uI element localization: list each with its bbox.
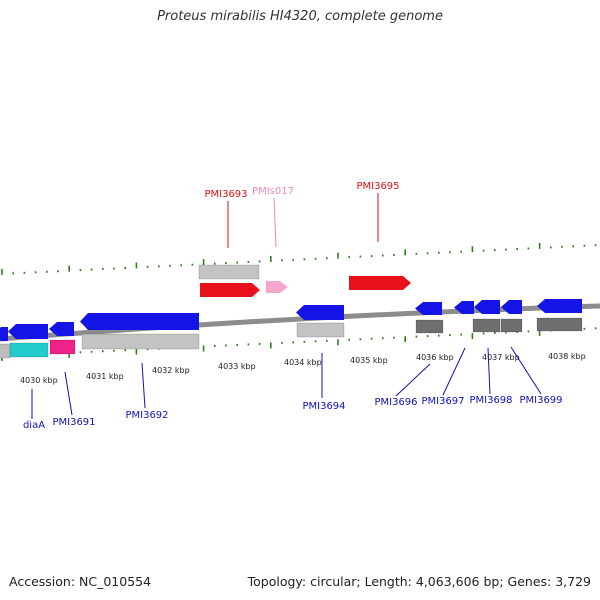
gene-bar[interactable] xyxy=(536,317,583,332)
cds-arrow[interactable] xyxy=(349,276,411,290)
gene-bar[interactable] xyxy=(296,322,345,338)
gene-label-leader xyxy=(273,197,277,248)
gene-label-leader xyxy=(442,347,466,396)
scale-label: 4034 kbp xyxy=(284,358,322,367)
ncrna-arrow[interactable] xyxy=(266,281,288,293)
gene-bar[interactable] xyxy=(472,318,501,333)
genome-summary-text: Topology: circular; Length: 4,063,606 bp… xyxy=(247,574,591,589)
cds-arrow[interactable] xyxy=(296,305,344,320)
gene-bar[interactable] xyxy=(49,339,76,355)
gene-bar[interactable] xyxy=(81,333,200,350)
cds-arrow[interactable] xyxy=(454,301,474,314)
cds-arrow[interactable] xyxy=(501,300,522,314)
cds-arrow[interactable] xyxy=(200,283,260,297)
map-title: Proteus mirabilis HI4320, complete genom… xyxy=(157,9,443,24)
scale-label: 4031 kbp xyxy=(86,372,124,381)
gene-bar[interactable] xyxy=(500,318,523,333)
gene-label-leader xyxy=(64,371,73,416)
gene-label[interactable]: PMI3697 xyxy=(421,396,464,407)
gene-label-leader xyxy=(510,346,542,395)
gene-label[interactable]: PMI3696 xyxy=(374,397,417,408)
gene-label-leader xyxy=(141,362,146,409)
gene-bar[interactable] xyxy=(415,319,444,334)
gene-label[interactable]: PMI3695 xyxy=(356,181,399,192)
cds-arrow[interactable] xyxy=(80,313,199,330)
cds-arrow[interactable] xyxy=(537,299,582,313)
scale-label: 4035 kbp xyxy=(350,356,388,365)
scale-label: 4036 kbp xyxy=(416,353,454,362)
cds-arrow[interactable] xyxy=(474,300,500,314)
scale-label: 4037 kbp xyxy=(482,353,520,362)
cds-arrow[interactable] xyxy=(0,327,8,341)
scale-label: 4033 kbp xyxy=(218,362,256,371)
gene-label[interactable]: PMI3692 xyxy=(125,410,168,421)
gene-label[interactable]: PMI3698 xyxy=(469,395,512,406)
cds-arrow[interactable] xyxy=(8,324,48,339)
cds-arrow[interactable] xyxy=(49,322,74,336)
gene-bar[interactable] xyxy=(198,264,260,280)
scale-label: 4032 kbp xyxy=(152,366,190,375)
gene-label[interactable]: diaA xyxy=(23,420,45,431)
gene-label[interactable]: PMIs017 xyxy=(252,186,294,197)
gene-label[interactable]: PMI3699 xyxy=(519,395,562,406)
cds-arrow[interactable] xyxy=(415,302,442,315)
scale-label: 4038 kbp xyxy=(548,352,586,361)
gene-label[interactable]: PMI3691 xyxy=(52,417,95,428)
accession-text: Accession: NC_010554 xyxy=(9,574,152,589)
gene-bar[interactable] xyxy=(0,343,11,359)
gene-bar[interactable] xyxy=(9,342,49,358)
gene-label[interactable]: PMI3694 xyxy=(302,401,345,412)
gene-label-leader xyxy=(395,363,431,397)
gene-label[interactable]: PMI3693 xyxy=(204,189,247,200)
scale-label: 4030 kbp xyxy=(20,376,58,385)
gene-label-leader xyxy=(487,347,491,395)
